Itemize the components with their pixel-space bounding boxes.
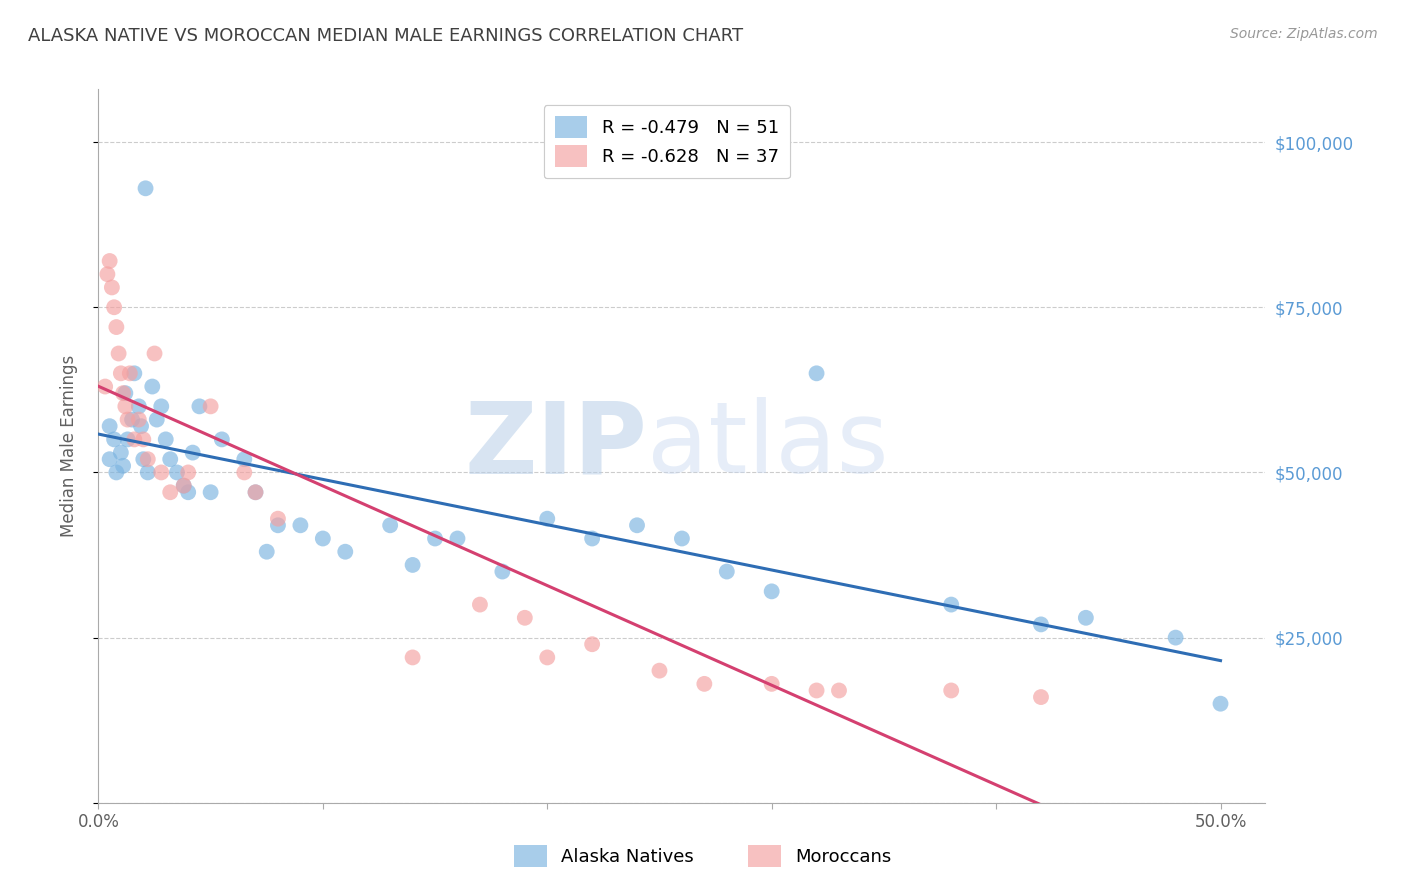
- Point: [135, 181, 157, 195]
- Text: ALASKA NATIVE VS MOROCCAN MEDIAN MALE EARNINGS CORRELATION CHART: ALASKA NATIVE VS MOROCCAN MEDIAN MALE EA…: [28, 27, 744, 45]
- Point: [941, 598, 963, 612]
- Point: [581, 637, 603, 651]
- Point: [177, 485, 200, 500]
- Point: [181, 445, 204, 459]
- Point: [124, 433, 146, 447]
- Point: [117, 433, 139, 447]
- Point: [1074, 611, 1097, 625]
- Point: [211, 433, 233, 447]
- Point: [256, 545, 278, 559]
- Point: [761, 677, 783, 691]
- Point: [107, 346, 129, 360]
- Point: [188, 400, 211, 414]
- Point: [103, 433, 125, 447]
- Point: [401, 650, 423, 665]
- Point: [118, 367, 141, 381]
- Point: [124, 367, 146, 381]
- Point: [112, 458, 135, 473]
- Point: [121, 412, 143, 426]
- Point: [112, 386, 135, 401]
- Point: [129, 419, 152, 434]
- Point: [105, 320, 128, 334]
- Point: [173, 478, 195, 492]
- Text: Source: ZipAtlas.com: Source: ZipAtlas.com: [1230, 27, 1378, 41]
- Point: [581, 532, 603, 546]
- Point: [98, 419, 121, 434]
- Point: [143, 346, 166, 360]
- Point: [98, 452, 121, 467]
- Point: [150, 466, 173, 480]
- Point: [155, 433, 177, 447]
- Point: [468, 598, 491, 612]
- Point: [626, 518, 648, 533]
- Point: [806, 367, 828, 381]
- Point: [200, 485, 222, 500]
- Point: [513, 611, 536, 625]
- Point: [536, 650, 558, 665]
- Point: [173, 478, 195, 492]
- Point: [96, 267, 118, 281]
- Point: [101, 280, 124, 294]
- Point: [1029, 690, 1052, 704]
- Text: ZIP: ZIP: [464, 398, 647, 494]
- Point: [177, 466, 200, 480]
- Point: [150, 400, 173, 414]
- Legend: Alaska Natives, Moroccans: Alaska Natives, Moroccans: [508, 838, 898, 874]
- Point: [110, 367, 132, 381]
- Point: [94, 379, 117, 393]
- Point: [1029, 617, 1052, 632]
- Point: [1164, 631, 1187, 645]
- Point: [159, 452, 181, 467]
- Point: [828, 683, 851, 698]
- Point: [941, 683, 963, 698]
- Point: [267, 511, 290, 525]
- Point: [290, 518, 312, 533]
- Point: [233, 466, 256, 480]
- Y-axis label: Median Male Earnings: Median Male Earnings: [59, 355, 77, 537]
- Point: [693, 677, 716, 691]
- Point: [200, 400, 222, 414]
- Point: [401, 558, 423, 572]
- Point: [159, 485, 181, 500]
- Point: [110, 445, 132, 459]
- Point: [716, 565, 738, 579]
- Point: [117, 412, 139, 426]
- Point: [267, 518, 290, 533]
- Point: [1209, 697, 1232, 711]
- Point: [128, 412, 150, 426]
- Point: [761, 584, 783, 599]
- Point: [491, 565, 513, 579]
- Point: [378, 518, 402, 533]
- Point: [335, 545, 357, 559]
- Point: [423, 532, 446, 546]
- Point: [312, 532, 335, 546]
- Point: [103, 300, 125, 314]
- Point: [536, 511, 558, 525]
- Text: atlas: atlas: [647, 398, 889, 494]
- Point: [136, 466, 159, 480]
- Point: [146, 412, 169, 426]
- Point: [114, 386, 136, 401]
- Point: [233, 452, 256, 467]
- Point: [806, 683, 828, 698]
- Point: [114, 400, 136, 414]
- Point: [132, 433, 155, 447]
- Point: [245, 485, 267, 500]
- Point: [98, 254, 121, 268]
- Point: [141, 379, 163, 393]
- Point: [128, 400, 150, 414]
- Point: [245, 485, 267, 500]
- Point: [446, 532, 468, 546]
- Point: [105, 466, 128, 480]
- Point: [136, 452, 159, 467]
- Point: [648, 664, 671, 678]
- Point: [132, 452, 155, 467]
- Legend: R = -0.479   N = 51, R = -0.628   N = 37: R = -0.479 N = 51, R = -0.628 N = 37: [544, 105, 790, 178]
- Point: [671, 532, 693, 546]
- Point: [166, 466, 188, 480]
